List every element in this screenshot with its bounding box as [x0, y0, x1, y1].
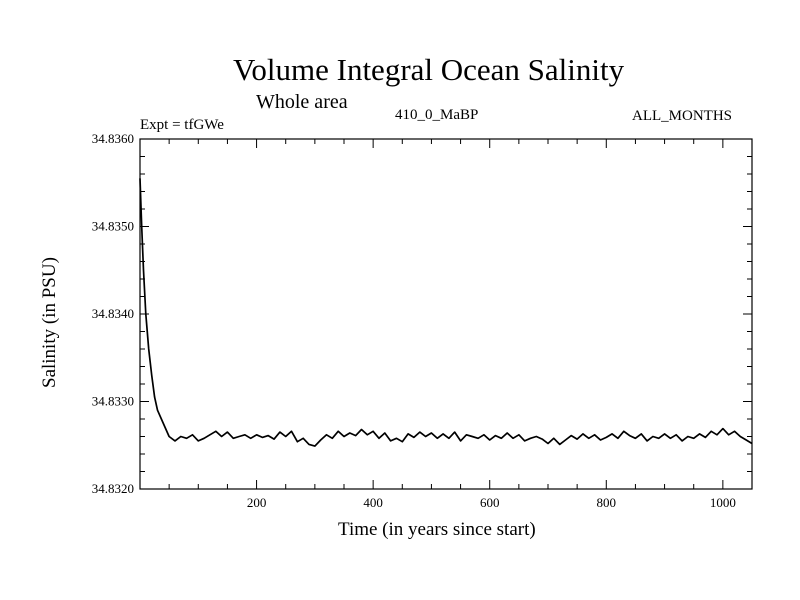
y-tick-label: 34.8340 — [92, 306, 134, 321]
salinity-series-line — [139, 178, 753, 447]
series-lines — [139, 178, 753, 447]
y-tick-label: 34.8330 — [92, 394, 134, 409]
period-label: 410_0_MaBP — [395, 107, 479, 123]
axis-ticks — [140, 139, 752, 489]
x-tick-label: 400 — [363, 495, 383, 510]
tick-labels: 200 400 600 800 1000 34.8320 34.8330 34.8340 34.… — [92, 131, 736, 510]
chart-subtitle: Whole area — [256, 91, 348, 113]
y-tick-label: 34.8350 — [92, 219, 134, 234]
x-axis-label: Time (in years since start) — [338, 519, 536, 540]
x-tick-label: 600 — [480, 495, 500, 510]
x-tick-label: 1000 — [710, 495, 736, 510]
x-tick-label: 800 — [597, 495, 617, 510]
y-tick-label: 34.8320 — [92, 481, 134, 496]
x-tick-label: 200 — [247, 495, 267, 510]
y-tick-label: 34.8360 — [92, 131, 134, 146]
experiment-label: Expt = tfGWe — [140, 117, 224, 133]
chart-title: Volume Integral Ocean Salinity — [233, 52, 625, 87]
months-label: ALL_MONTHS — [632, 108, 732, 124]
